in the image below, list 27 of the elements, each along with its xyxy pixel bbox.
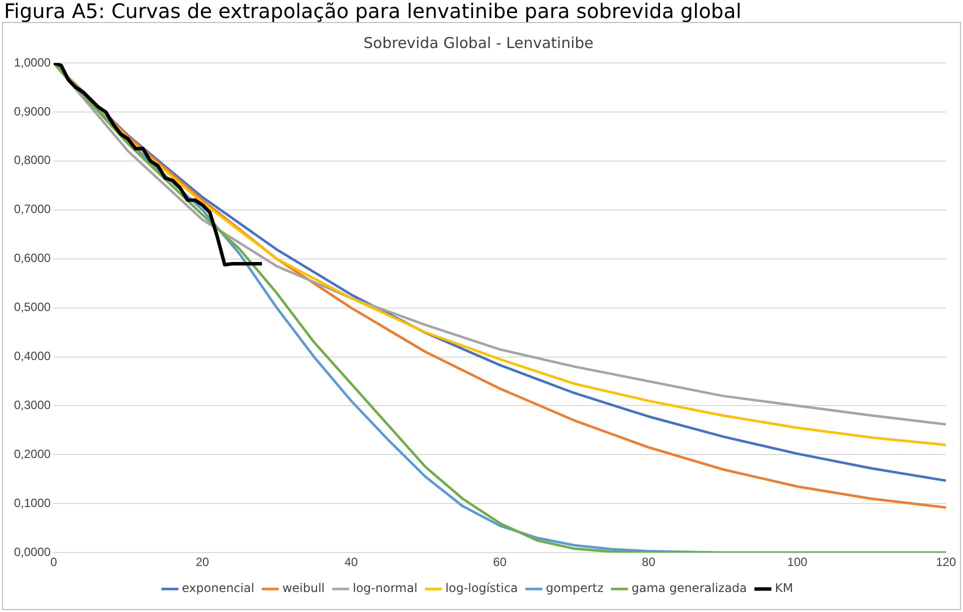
x-tick-label: 40 [344,555,358,570]
legend-label: exponencial [182,581,254,596]
x-tick-label: 100 [787,555,808,570]
y-tick-label: 0,0000 [14,544,52,559]
legend-label: log-logística [445,581,518,596]
y-tick-label: 0,9000 [14,104,52,118]
chart-title: Sobrevida Global - Lenvatinibe [364,34,594,52]
x-tick-label: 80 [642,555,656,570]
y-tick-label: 1,0000 [14,55,52,70]
x-tick-label: 120 [936,555,956,570]
y-tick-label: 0,4000 [14,349,52,364]
x-tick-label: 0 [50,555,58,570]
y-tick-label: 0,2000 [14,446,52,461]
x-tick-label: 20 [196,555,210,570]
y-tick-label: 0,5000 [14,300,52,314]
legend-label: log-normal [352,581,418,596]
y-tick-label: 0,6000 [14,251,52,266]
y-tick-label: 0,8000 [14,153,52,168]
legend-label: KM [774,581,794,596]
y-tick-label: 0,7000 [14,202,52,216]
legend-label: weibull [282,581,325,596]
y-tick-label: 0,1000 [14,496,52,510]
x-tick-label: 60 [493,555,507,570]
y-tick-label: 0,3000 [14,398,52,412]
text: Figura A5: Curvas de extrapolação para lenvatinibe para sobrevida global [3,0,742,23]
legend-label: gompertz [546,581,604,596]
legend-label: gama generalizada [632,581,747,596]
